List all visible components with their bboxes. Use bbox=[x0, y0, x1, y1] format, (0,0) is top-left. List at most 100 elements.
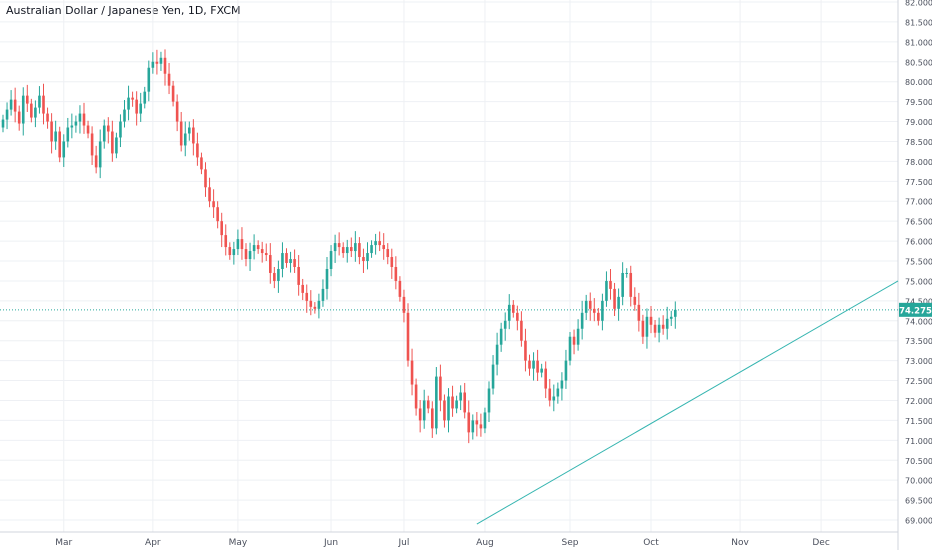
last-price-label: 74.275 bbox=[899, 306, 932, 316]
candle-body bbox=[293, 259, 296, 267]
candle-body bbox=[641, 320, 645, 337]
candle-body bbox=[447, 396, 450, 421]
candle-body bbox=[62, 141, 66, 158]
x-tick-label: Nov bbox=[731, 538, 749, 548]
y-tick-label: 69.000 bbox=[905, 517, 932, 526]
candle-body bbox=[503, 320, 507, 329]
candle-body bbox=[431, 408, 434, 429]
candle-body bbox=[1, 119, 5, 128]
candle-body bbox=[390, 257, 394, 267]
candle-body bbox=[479, 424, 483, 429]
candle-body bbox=[544, 368, 547, 389]
candle-body bbox=[244, 249, 248, 260]
candle-body bbox=[321, 288, 325, 301]
candle-body bbox=[588, 300, 592, 309]
candle-body bbox=[584, 300, 588, 313]
candle-body bbox=[382, 245, 385, 250]
candle-body bbox=[528, 360, 531, 369]
candle-body bbox=[475, 420, 479, 425]
candle-body bbox=[277, 268, 280, 281]
x-tick-label: Oct bbox=[643, 538, 659, 548]
last-price-tag bbox=[899, 302, 932, 317]
x-tick-label: Aug bbox=[476, 538, 494, 548]
candle-body bbox=[26, 95, 29, 104]
candle-body bbox=[418, 408, 422, 421]
candle-body bbox=[21, 95, 25, 124]
candle-body bbox=[362, 257, 365, 262]
candle-body bbox=[313, 306, 317, 309]
candle-body bbox=[374, 241, 377, 246]
candle-body bbox=[143, 91, 147, 104]
candle-body bbox=[443, 400, 446, 421]
y-tick-label: 73.000 bbox=[905, 357, 932, 366]
candle-body bbox=[333, 243, 337, 252]
candle-body bbox=[285, 253, 288, 264]
x-tick-label: Sep bbox=[562, 538, 579, 548]
candle-body bbox=[30, 103, 33, 118]
candle-body bbox=[540, 368, 543, 373]
candle-body bbox=[301, 284, 304, 293]
candle-body bbox=[248, 251, 252, 260]
candle-body bbox=[471, 420, 475, 433]
candle-body bbox=[649, 316, 653, 325]
candle-body bbox=[625, 272, 628, 274]
candle-body bbox=[661, 324, 665, 329]
y-tick-label: 77.000 bbox=[905, 198, 932, 207]
candle-body bbox=[135, 99, 138, 114]
y-tick-label: 69.500 bbox=[905, 497, 932, 506]
candle-body bbox=[463, 392, 466, 413]
candle-body bbox=[208, 187, 211, 202]
candle-body bbox=[491, 364, 495, 389]
candle-body bbox=[236, 239, 240, 250]
y-tick-label: 80.500 bbox=[905, 58, 932, 67]
candle-body bbox=[516, 312, 519, 321]
chart-title: Australian Dollar / Japanese Yen, 1D, FX… bbox=[6, 4, 241, 17]
candle-body bbox=[637, 304, 641, 321]
candle-body bbox=[232, 249, 236, 256]
candle-body bbox=[9, 99, 13, 110]
candle-body bbox=[90, 133, 94, 156]
candle-body bbox=[398, 280, 402, 297]
candle-body bbox=[58, 131, 61, 158]
candle-body bbox=[78, 113, 82, 122]
candle-body bbox=[111, 131, 114, 154]
y-tick-label: 72.000 bbox=[905, 397, 932, 406]
candle-body bbox=[354, 243, 357, 252]
candle-body bbox=[548, 388, 552, 401]
candle-body bbox=[495, 344, 499, 365]
trend-line[interactable] bbox=[476, 280, 899, 525]
y-tick-label: 70.500 bbox=[905, 457, 932, 466]
x-tick-label: May bbox=[229, 538, 248, 548]
x-tick-label: Jun bbox=[323, 538, 338, 548]
candle-body bbox=[131, 97, 134, 100]
candle-body bbox=[38, 95, 41, 108]
candle-body bbox=[358, 243, 361, 258]
candle-body bbox=[467, 412, 471, 433]
y-tick-label: 74.500 bbox=[905, 297, 932, 306]
candle-body bbox=[609, 280, 612, 289]
y-tick-label: 70.000 bbox=[905, 477, 932, 486]
candle-body bbox=[633, 296, 637, 305]
candle-body bbox=[580, 312, 584, 329]
candle-body bbox=[74, 121, 78, 126]
candle-body bbox=[281, 253, 284, 269]
y-tick-label: 78.000 bbox=[905, 158, 932, 167]
candle-body bbox=[34, 107, 37, 118]
candle-body bbox=[597, 312, 600, 321]
candle-body bbox=[422, 400, 426, 421]
candle-body bbox=[167, 73, 171, 86]
candle-body bbox=[54, 131, 57, 142]
candle-body bbox=[552, 396, 556, 401]
y-tick-label: 76.000 bbox=[905, 238, 932, 247]
y-tick-label: 77.500 bbox=[905, 178, 932, 187]
candle-body bbox=[674, 309, 677, 317]
candle-body bbox=[260, 249, 264, 254]
candle-body bbox=[94, 155, 98, 168]
candle-body bbox=[613, 288, 616, 309]
candle-body bbox=[576, 328, 580, 345]
candle-body bbox=[200, 157, 203, 170]
candle-body bbox=[204, 169, 207, 188]
candle-body bbox=[151, 61, 155, 68]
candle-body bbox=[410, 360, 414, 385]
